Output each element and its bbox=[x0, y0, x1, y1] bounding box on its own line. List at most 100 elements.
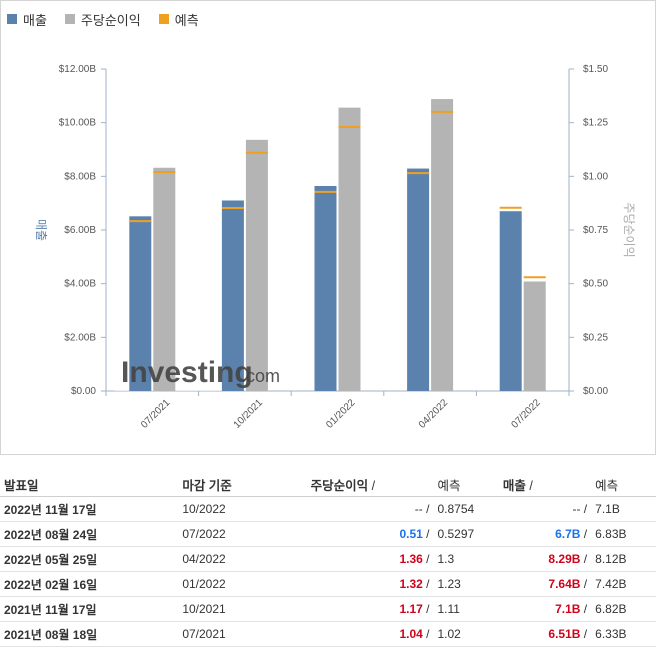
bar-revenue bbox=[314, 185, 337, 391]
header-revenue-label: 매출 bbox=[502, 478, 526, 493]
cell-date: 2022년 08월 24일 bbox=[0, 521, 179, 547]
cell-eps-value: 1.32 bbox=[399, 577, 423, 591]
bar-revenue bbox=[407, 168, 430, 391]
y-tick-label-left: $10.00B bbox=[59, 118, 97, 129]
cell-eps-value: 0.51 bbox=[399, 527, 423, 541]
y-axis-label-left: 매출 bbox=[34, 219, 48, 241]
legend-label-revenue: 매출 bbox=[23, 12, 47, 28]
y-tick-label-left: $8.00B bbox=[64, 171, 96, 182]
cell-revenue-value: 7.64B bbox=[548, 577, 581, 591]
cell-eps-sep: / bbox=[426, 552, 430, 566]
header-revenue-forecast[interactable]: 예측 bbox=[591, 472, 656, 497]
cell-period: 01/2022 bbox=[178, 571, 307, 597]
y-tick-label-right: $1.25 bbox=[583, 118, 608, 129]
legend-swatch-forecast bbox=[158, 14, 169, 24]
table-row: 2021년 08월 18일 07/2021 1.04 /1.02 6.51B /6.3… bbox=[0, 621, 656, 647]
cell-eps-value: 1.04 bbox=[399, 627, 423, 641]
cell-revenue-value: 7.1B bbox=[555, 602, 581, 616]
header-eps-forecast[interactable]: 예측 bbox=[433, 472, 499, 497]
cell-revenue-value: 6.51B bbox=[548, 627, 581, 641]
watermark-brand: Investing bbox=[121, 356, 253, 389]
y-tick-label-left: $0.00 bbox=[71, 386, 96, 397]
cell-revenue-forecast: 6.33B bbox=[591, 621, 656, 647]
cell-eps-forecast: 1.23 bbox=[433, 571, 499, 597]
cell-eps-forecast: 0.8754 bbox=[433, 496, 499, 522]
cell-period: 07/2022 bbox=[178, 521, 307, 547]
header-revenue[interactable]: 매출 / bbox=[498, 472, 592, 497]
cell-eps: 1.17 / bbox=[306, 596, 434, 622]
cell-eps-forecast: 1.3 bbox=[433, 546, 499, 572]
legend-item-revenue[interactable]: 매출 bbox=[7, 10, 47, 29]
y-tick-label-left: $2.00B bbox=[64, 332, 96, 343]
header-eps[interactable]: 주당순이익 / bbox=[306, 472, 434, 497]
cell-eps-value: 1.36 bbox=[399, 552, 423, 566]
legend-item-eps[interactable]: 주당순이익 bbox=[64, 10, 141, 29]
header-period[interactable]: 마감 기준 bbox=[178, 472, 307, 497]
table-row: 2022년 08월 24일 07/2022 0.51 /0.5297 6.7B /6.… bbox=[0, 521, 656, 547]
cell-revenue-sep: / bbox=[583, 502, 588, 516]
cell-revenue-value: 8.29B bbox=[548, 552, 581, 566]
table-row: 2022년 05월 25일 04/2022 1.36 /1.3 8.29B /8.12… bbox=[0, 546, 656, 572]
legend-swatch-eps bbox=[64, 14, 75, 24]
cell-revenue: -- / bbox=[498, 496, 592, 522]
header-date[interactable]: 발표일 bbox=[0, 472, 179, 497]
cell-period: 10/2022 bbox=[178, 496, 307, 522]
cell-revenue-value: 6.7B bbox=[555, 527, 581, 541]
table-row: 2022년 02월 16일 01/2022 1.32 /1.23 7.64B /7.4… bbox=[0, 571, 656, 597]
cell-revenue: 6.51B / bbox=[498, 621, 592, 647]
y-axis-label-right: 주당순이익 bbox=[622, 202, 636, 257]
cell-eps-forecast: 0.5297 bbox=[433, 521, 499, 547]
cell-revenue: 7.1B / bbox=[498, 596, 592, 622]
y-tick-label-right: $0.50 bbox=[583, 279, 608, 290]
bar-eps bbox=[245, 139, 268, 391]
cell-date: 2022년 11월 17일 bbox=[0, 496, 179, 522]
x-tick-label: 07/2021 bbox=[139, 397, 173, 431]
legend-item-forecast[interactable]: 예측 bbox=[158, 10, 199, 29]
cell-date: 2021년 08월 18일 bbox=[0, 621, 179, 647]
cell-eps: 1.36 / bbox=[306, 546, 434, 572]
cell-date: 2022년 02월 16일 bbox=[0, 571, 179, 597]
cell-revenue-forecast: 7.1B bbox=[591, 496, 656, 522]
cell-period: 10/2021 bbox=[178, 596, 307, 622]
y-tick-label-right: $0.25 bbox=[583, 332, 608, 343]
cell-eps-sep: / bbox=[426, 502, 430, 516]
bar-eps bbox=[523, 281, 546, 391]
x-tick-label: 04/2022 bbox=[417, 397, 451, 431]
y-tick-label-right: $1.00 bbox=[583, 171, 608, 182]
cell-eps: -- / bbox=[306, 496, 434, 522]
y-tick-label-right: $0.00 bbox=[583, 386, 608, 397]
cell-eps: 1.32 / bbox=[306, 571, 434, 597]
cell-revenue: 7.64B / bbox=[498, 571, 592, 597]
x-tick-label: 01/2022 bbox=[324, 397, 358, 431]
cell-eps-sep: / bbox=[426, 602, 430, 616]
header-eps-sep: / bbox=[371, 478, 376, 493]
legend-label-eps: 주당순이익 bbox=[80, 12, 141, 28]
y-tick-label-left: $12.00B bbox=[59, 64, 97, 75]
watermark-suffix: .com bbox=[241, 366, 280, 386]
cell-eps: 0.51 / bbox=[306, 521, 434, 547]
cell-period: 07/2021 bbox=[178, 621, 307, 647]
cell-revenue-sep: / bbox=[583, 527, 588, 541]
cell-revenue-sep: / bbox=[583, 552, 588, 566]
earnings-bar-chart: $0.00 $2.00B $4.00B $6.00B $8.00B $10.00B $12.… bbox=[34, 64, 636, 431]
chart-legend: 매출 주당순이익 예측 bbox=[7, 9, 217, 29]
cell-eps-forecast: 1.02 bbox=[433, 621, 499, 647]
bar-revenue bbox=[129, 216, 152, 391]
cell-revenue-value: -- bbox=[572, 502, 581, 516]
cell-revenue: 6.7B / bbox=[498, 521, 592, 547]
x-tick-label: 10/2021 bbox=[232, 397, 266, 431]
cell-revenue-forecast: 8.12B bbox=[591, 546, 656, 572]
legend-swatch-revenue bbox=[7, 14, 17, 24]
y-tick-label-right: $0.75 bbox=[583, 225, 608, 236]
bar-eps bbox=[431, 99, 454, 391]
cell-eps-sep: / bbox=[426, 527, 430, 541]
y-tick-label-right: $1.50 bbox=[583, 64, 608, 75]
cell-date: 2021년 11월 17일 bbox=[0, 596, 179, 622]
header-revenue-sep: / bbox=[529, 478, 533, 493]
cell-date: 2022년 05월 25일 bbox=[0, 546, 179, 572]
y-tick-label-left: $6.00B bbox=[64, 225, 96, 236]
cell-revenue-sep: / bbox=[583, 602, 588, 616]
cell-eps-value: -- bbox=[414, 502, 423, 516]
cell-period: 04/2022 bbox=[178, 546, 307, 572]
bar-eps bbox=[338, 107, 361, 391]
